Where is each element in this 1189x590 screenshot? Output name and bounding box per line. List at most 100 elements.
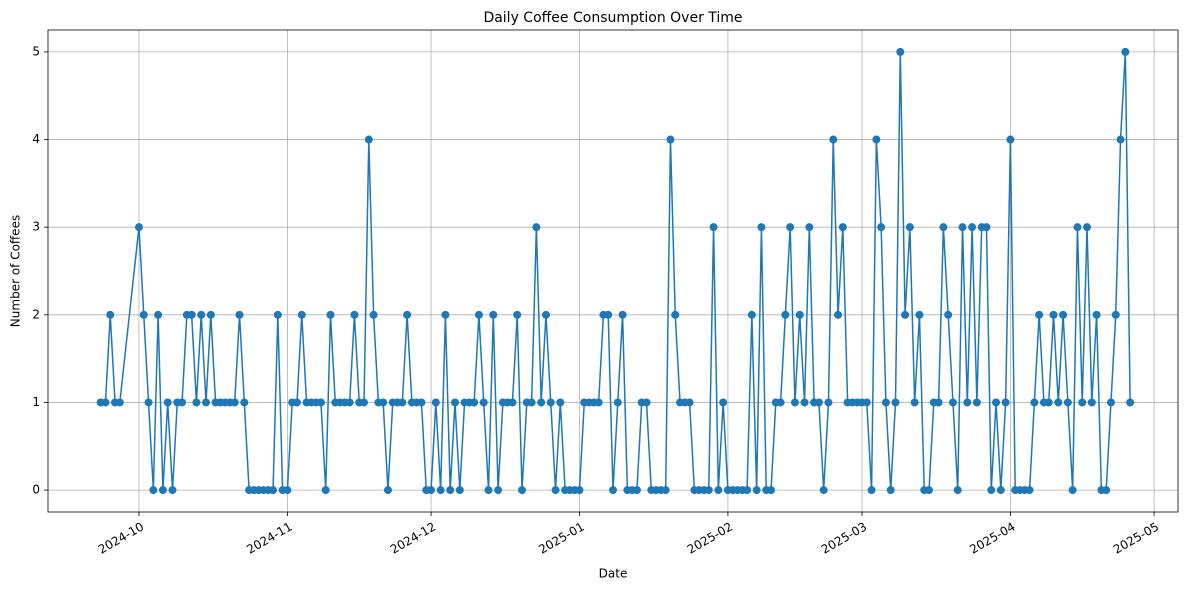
data-point xyxy=(292,398,301,407)
data-point xyxy=(1044,398,1053,407)
data-point xyxy=(364,135,373,144)
y-tick-label: 5 xyxy=(32,44,40,58)
data-point xyxy=(134,223,143,232)
data-point xyxy=(541,310,550,319)
data-point xyxy=(403,310,412,319)
data-point xyxy=(982,223,991,232)
data-point xyxy=(1054,398,1063,407)
data-point xyxy=(446,486,455,495)
x-tick-label: 2025-05 xyxy=(1111,520,1161,557)
data-point xyxy=(886,486,895,495)
data-point xyxy=(1083,223,1092,232)
data-point xyxy=(1073,223,1082,232)
data-point xyxy=(197,310,206,319)
data-point xyxy=(360,398,369,407)
data-point xyxy=(963,398,972,407)
data-point xyxy=(494,486,503,495)
data-point xyxy=(805,223,814,232)
data-point xyxy=(776,398,785,407)
data-point xyxy=(618,310,627,319)
data-point xyxy=(273,310,282,319)
data-point xyxy=(1063,398,1072,407)
data-point xyxy=(814,398,823,407)
data-point xyxy=(192,398,201,407)
data-point xyxy=(1121,47,1130,56)
y-tick-label: 2 xyxy=(32,307,40,321)
data-point xyxy=(901,310,910,319)
data-point xyxy=(470,398,479,407)
data-point xyxy=(781,310,790,319)
data-point xyxy=(139,310,148,319)
data-point xyxy=(575,486,584,495)
data-line xyxy=(100,51,1131,491)
data-point xyxy=(915,310,924,319)
data-point xyxy=(671,310,680,319)
data-point xyxy=(1087,398,1096,407)
data-point xyxy=(163,398,172,407)
plot-frame xyxy=(47,29,1179,513)
data-point xyxy=(383,486,392,495)
data-point xyxy=(369,310,378,319)
data-point xyxy=(436,486,445,495)
data-point xyxy=(609,486,617,495)
data-point xyxy=(867,486,876,495)
chart-title: Daily Coffee Consumption Over Time xyxy=(483,10,742,26)
data-point xyxy=(149,486,158,495)
y-tick-label: 4 xyxy=(32,132,40,146)
data-point xyxy=(1030,398,1039,407)
data-point xyxy=(532,223,541,232)
data-point xyxy=(283,486,292,495)
data-point xyxy=(996,486,1005,495)
data-point xyxy=(527,398,536,407)
data-point xyxy=(877,223,886,232)
x-tick-label: 2024-12 xyxy=(388,520,438,557)
data-point xyxy=(154,310,163,319)
data-point xyxy=(642,398,651,407)
data-point xyxy=(202,398,211,407)
data-point xyxy=(508,398,517,407)
data-point xyxy=(786,223,795,232)
data-point xyxy=(1068,486,1077,495)
data-point xyxy=(757,223,766,232)
data-point xyxy=(1078,398,1087,407)
data-point xyxy=(714,486,723,495)
data-point xyxy=(972,398,981,407)
data-point xyxy=(144,398,153,407)
data-point xyxy=(834,310,843,319)
data-point xyxy=(719,398,728,407)
data-point xyxy=(537,398,546,407)
data-point xyxy=(345,398,354,407)
data-point xyxy=(944,310,953,319)
data-point xyxy=(350,310,359,319)
y-tick-label: 0 xyxy=(32,483,40,497)
data-point xyxy=(518,486,527,495)
x-tick-label: 2025-01 xyxy=(536,520,586,557)
data-point xyxy=(613,398,622,407)
data-point xyxy=(321,486,330,495)
data-point xyxy=(158,486,167,495)
x-tick-label: 2025-04 xyxy=(967,520,1017,557)
data-point xyxy=(795,310,804,319)
data-point xyxy=(666,135,675,144)
data-point xyxy=(441,310,450,319)
data-point xyxy=(455,486,464,495)
data-point xyxy=(1102,486,1111,495)
data-point xyxy=(872,135,881,144)
data-point xyxy=(1059,310,1068,319)
data-point xyxy=(896,47,905,56)
data-point xyxy=(862,398,871,407)
data-point xyxy=(431,398,440,407)
data-point xyxy=(905,223,914,232)
data-point xyxy=(1106,398,1115,407)
x-tick-label: 2025-03 xyxy=(819,520,869,557)
data-point xyxy=(417,398,426,407)
data-point xyxy=(297,310,306,319)
data-point xyxy=(240,398,249,407)
data-point xyxy=(479,398,488,407)
data-point xyxy=(398,398,407,407)
data-point xyxy=(1049,310,1058,319)
data-point xyxy=(953,486,962,495)
data-point xyxy=(1116,135,1125,144)
data-point xyxy=(829,135,838,144)
